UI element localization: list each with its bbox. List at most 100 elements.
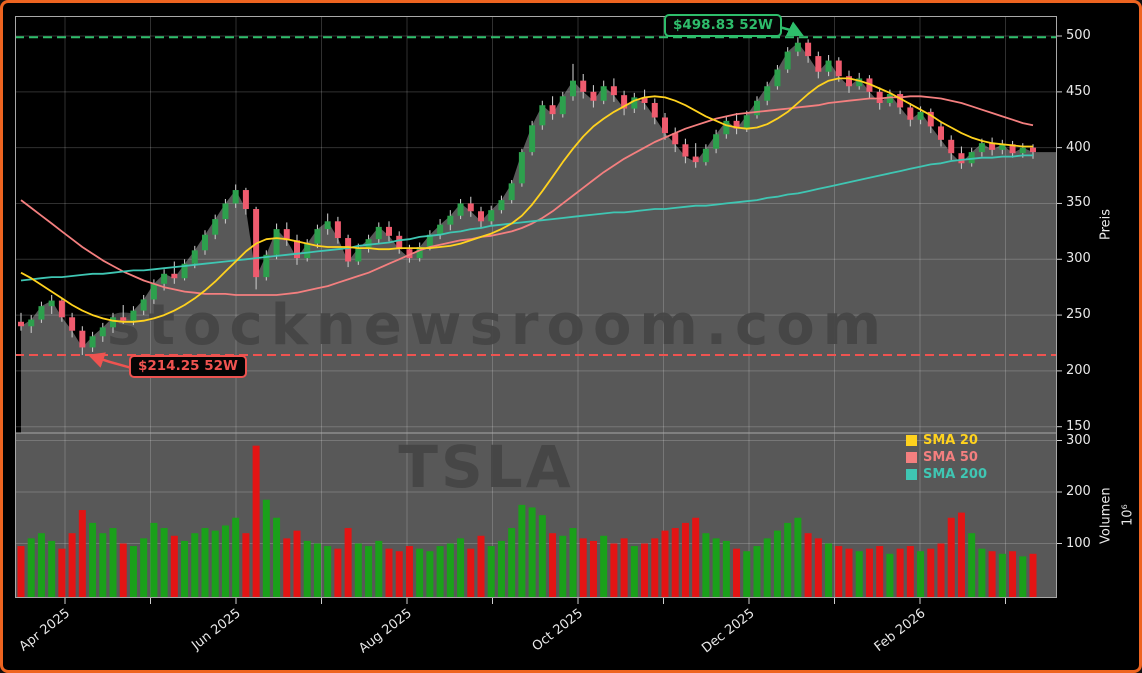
candle-body [805,42,812,57]
candle-body [1030,147,1036,153]
volume-bar [569,528,577,598]
price-axis-title: Preis [1098,208,1114,241]
volume-tick-label: 100 [1066,535,1091,551]
volume-bar [334,548,342,598]
candle-body [263,254,270,278]
sma-legend: SMA 20 SMA 50 SMA 200 [906,432,987,483]
volume-bar [436,546,444,598]
volume-bar [221,525,229,598]
volume-bar [273,517,281,598]
candle-body [948,139,955,154]
candle-body [375,226,382,240]
candle-body [447,215,454,225]
volume-bar [661,530,669,598]
volume-bar [426,551,434,598]
volume-bar [784,522,792,598]
candle-body [958,153,965,164]
candle-body [212,219,219,235]
volume-bar [835,546,843,598]
volume-bar [641,543,649,598]
volume-bar [37,533,45,598]
candle-body [886,94,893,103]
volume-bar [487,546,495,598]
candle-body [559,96,566,115]
volume-bar [692,517,700,598]
sma200-legend-label: SMA 200 [923,467,988,482]
volume-bar [957,512,965,598]
candle-body [856,78,863,87]
price-tick-label: 150 [1066,418,1091,434]
volume-bar [395,551,403,598]
watermark-symbol-text: TSLA [398,433,573,501]
candle-body [191,250,198,264]
volume-bar [876,546,884,598]
candle-body [590,91,597,101]
candle-body [38,306,45,320]
candle-body [733,120,740,129]
candle-body [723,120,730,135]
volume-bar [365,546,373,598]
volume-bar [968,533,976,598]
candle-body [406,249,413,259]
candle-body [518,152,525,184]
sma50-line [20,95,1034,296]
candle-body [989,143,996,150]
price-tick-label: 250 [1066,307,1091,323]
price-tick-label: 200 [1066,362,1091,378]
candle-body [641,97,648,103]
volume-bar [497,540,505,598]
volume-bar [293,530,301,598]
candle-body [549,105,556,115]
candle-body [457,203,464,216]
volume-bar [303,540,311,598]
sma200-swatch-icon [906,469,917,480]
volume-bar [906,546,914,598]
volume-bar [446,543,454,598]
candle-body [651,102,658,118]
volume-bar [988,551,996,598]
volume-bar [68,533,76,598]
candle-body [978,143,985,153]
candle-body [416,246,423,259]
volume-bar [160,528,168,598]
volume-bar [89,522,97,598]
candle-body [355,248,362,262]
volume-tick-label: 200 [1066,484,1091,499]
volume-bar [630,546,638,598]
candle-body [999,144,1006,150]
candle-body [938,126,944,140]
legend-item-sma50: SMA 50 [906,449,987,466]
price-tick-label: 350 [1066,195,1091,211]
volume-bar [794,517,802,598]
price-area-fill [21,42,1057,433]
52w-high-annotation: $498.83 52W [664,14,782,37]
volume-bar [242,533,250,598]
volume-bar [181,540,189,598]
volume-bar [508,528,516,598]
volume-bar [978,548,986,598]
volume-bar [27,538,35,598]
volume-bar [610,543,618,598]
volume-bar [733,548,741,598]
candle-body [488,210,495,222]
candle-body [784,51,791,70]
legend-item-sma20: SMA 20 [906,432,987,449]
volume-bar [232,517,240,598]
volume-bar [313,543,321,598]
sma50-legend-label: SMA 50 [923,450,978,465]
volume-bar [58,548,66,598]
candle-body [437,224,444,235]
volume-bar [17,546,25,598]
candle-body [508,183,515,201]
candle-body [171,273,178,279]
candle-body [917,111,924,120]
volume-bar [1019,556,1027,598]
candle-body [529,125,536,153]
candle-body [294,240,300,259]
volume-bar [753,546,761,598]
volume-bar [825,543,833,598]
volume-axis-scale-label: 10⁶ [1120,504,1136,527]
volume-panel-fill [15,433,1057,598]
volume-bar [477,535,485,598]
